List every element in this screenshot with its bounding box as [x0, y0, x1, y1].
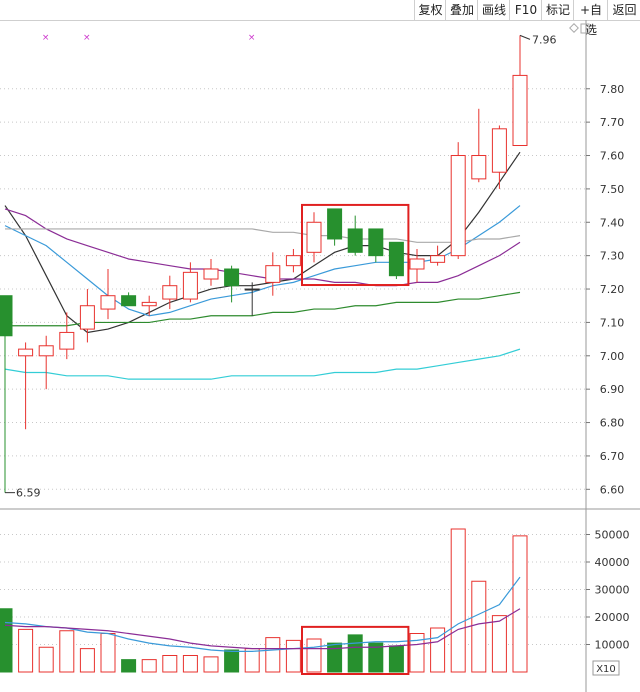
candle-body — [430, 255, 446, 263]
volume-bar — [38, 646, 54, 673]
volume-bar — [409, 633, 425, 673]
button-f10[interactable]: F10 — [509, 0, 542, 20]
volume-bar — [203, 656, 219, 673]
candle-body — [388, 241, 404, 277]
volume-bar — [285, 639, 301, 673]
candle-body — [347, 228, 363, 253]
candle-body — [121, 295, 137, 307]
candle-body — [38, 345, 54, 357]
candle-body — [368, 228, 384, 257]
diamond-icon — [569, 23, 579, 33]
volume-bar — [182, 655, 198, 673]
high-marker-label: 7.96 — [532, 33, 557, 46]
volume-bar — [368, 642, 384, 673]
price-tick-label: 6.80 — [600, 417, 625, 430]
volume-bar — [18, 628, 34, 673]
candle-body — [0, 295, 13, 337]
price-highlight-box — [301, 203, 410, 287]
candle-body — [203, 268, 219, 280]
high-marker-arrow — [519, 34, 531, 40]
button-huaxian[interactable]: 画线 — [477, 0, 510, 20]
volume-unit-label: X10 — [596, 664, 616, 675]
candle-body — [409, 258, 425, 270]
volume-bar — [347, 634, 363, 673]
volume-bar — [491, 615, 507, 673]
volume-unit-box — [592, 660, 620, 676]
price-tick-label: 7.60 — [600, 150, 625, 163]
volume-tick-label: 40000 — [595, 556, 630, 569]
volume-tick-label: 10000 — [595, 639, 630, 652]
volume-bar — [471, 580, 487, 673]
volume-tick-label: 30000 — [595, 584, 630, 597]
candle-body — [306, 221, 322, 253]
price-ma120-line — [4, 348, 521, 380]
volume-bar — [450, 528, 466, 673]
button-diejia[interactable]: 叠加 — [445, 0, 478, 20]
event-marker: × — [42, 33, 50, 43]
toolbar: 复权 叠加 画线 F10 标记 +自选 返回 — [0, 0, 640, 37]
volume-bar — [0, 608, 13, 673]
candle-body — [285, 255, 301, 267]
price-tick-label: 6.60 — [600, 483, 625, 496]
volume-bar — [306, 638, 322, 673]
button-biaoji[interactable]: 标记 — [541, 0, 574, 20]
price-tick-label: 7.10 — [600, 316, 625, 329]
price-tick-label: 7.20 — [600, 283, 625, 296]
volume-bar — [79, 648, 95, 673]
price-tick-label: 6.70 — [600, 450, 625, 463]
volume-bar — [512, 535, 528, 673]
volume-ma20-line — [4, 608, 521, 650]
low-marker-label: 6.59 — [16, 487, 41, 500]
price-tick-label: 7.00 — [600, 350, 625, 363]
price-ma250-line — [5, 228, 521, 243]
candle-body — [141, 301, 157, 307]
candle-body — [471, 155, 487, 180]
candle-body — [100, 295, 116, 310]
price-tick-label: 7.30 — [600, 250, 625, 263]
candle-body — [512, 74, 528, 147]
volume-tick-label: 20000 — [595, 611, 630, 624]
price-ma20-line — [4, 208, 521, 287]
volume-bar — [59, 630, 75, 673]
volume-bar — [162, 655, 178, 673]
candle-body — [59, 331, 75, 350]
volume-bar — [100, 633, 116, 673]
panel-icon — [580, 23, 590, 34]
volume-bar — [327, 642, 343, 673]
candle-body — [491, 128, 507, 173]
candle-body — [327, 208, 343, 240]
volume-tick-label: 50000 — [595, 529, 630, 542]
volume-bar — [244, 648, 260, 673]
volume-bar — [224, 649, 240, 673]
price-tick-label: 7.40 — [600, 216, 625, 229]
candle-body — [18, 348, 34, 357]
button-fuquan[interactable]: 复权 — [414, 0, 446, 20]
candle-body — [162, 285, 178, 300]
candle-body — [182, 271, 198, 300]
event-marker: × — [83, 33, 91, 43]
volume-bar — [121, 659, 137, 673]
candle-body — [244, 288, 260, 291]
candle-body — [450, 155, 466, 257]
price-tick-label: 6.90 — [600, 383, 625, 396]
candle-body — [265, 265, 281, 283]
button-back[interactable]: 返回 — [607, 0, 640, 20]
volume-bar — [141, 659, 157, 673]
volume-bar — [265, 637, 281, 673]
event-marker: × — [248, 33, 256, 43]
volume-ma10-line — [4, 576, 521, 652]
price-tick-label: 7.50 — [600, 183, 625, 196]
volume-bar — [388, 645, 404, 673]
button-add-watchlist[interactable]: +自选 — [573, 0, 608, 37]
candle-body — [79, 305, 95, 330]
candle-body — [224, 268, 240, 287]
price-tick-label: 7.70 — [600, 116, 625, 129]
price-tick-label: 7.80 — [600, 83, 625, 96]
volume-highlight-box — [301, 625, 410, 675]
